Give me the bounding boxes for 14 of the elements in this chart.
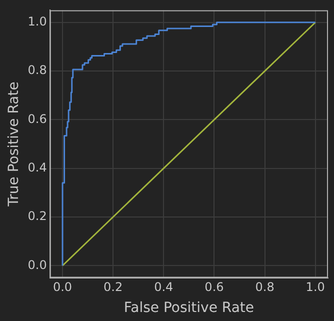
- y-tick-label: 0.2: [28, 209, 47, 224]
- y-tick-label: 1.0: [28, 14, 47, 28]
- x-tick-label: 0.4: [154, 280, 174, 294]
- x-tick-label: 1.0: [306, 280, 325, 294]
- y-tick-label: 0.8: [28, 63, 47, 78]
- x-tick-label: 0.2: [104, 280, 123, 294]
- x-tick-label: 0.8: [255, 280, 274, 294]
- y-axis-title: True Positive Rate: [6, 82, 22, 208]
- y-tick-label: 0.0: [28, 258, 47, 272]
- x-tick-label: 0.6: [204, 280, 224, 294]
- x-axis-title: False Positive Rate: [124, 300, 254, 316]
- y-tick-label: 0.4: [28, 160, 47, 174]
- y-tick-label: 0.6: [28, 112, 47, 126]
- x-tick-label: 0.0: [52, 280, 72, 294]
